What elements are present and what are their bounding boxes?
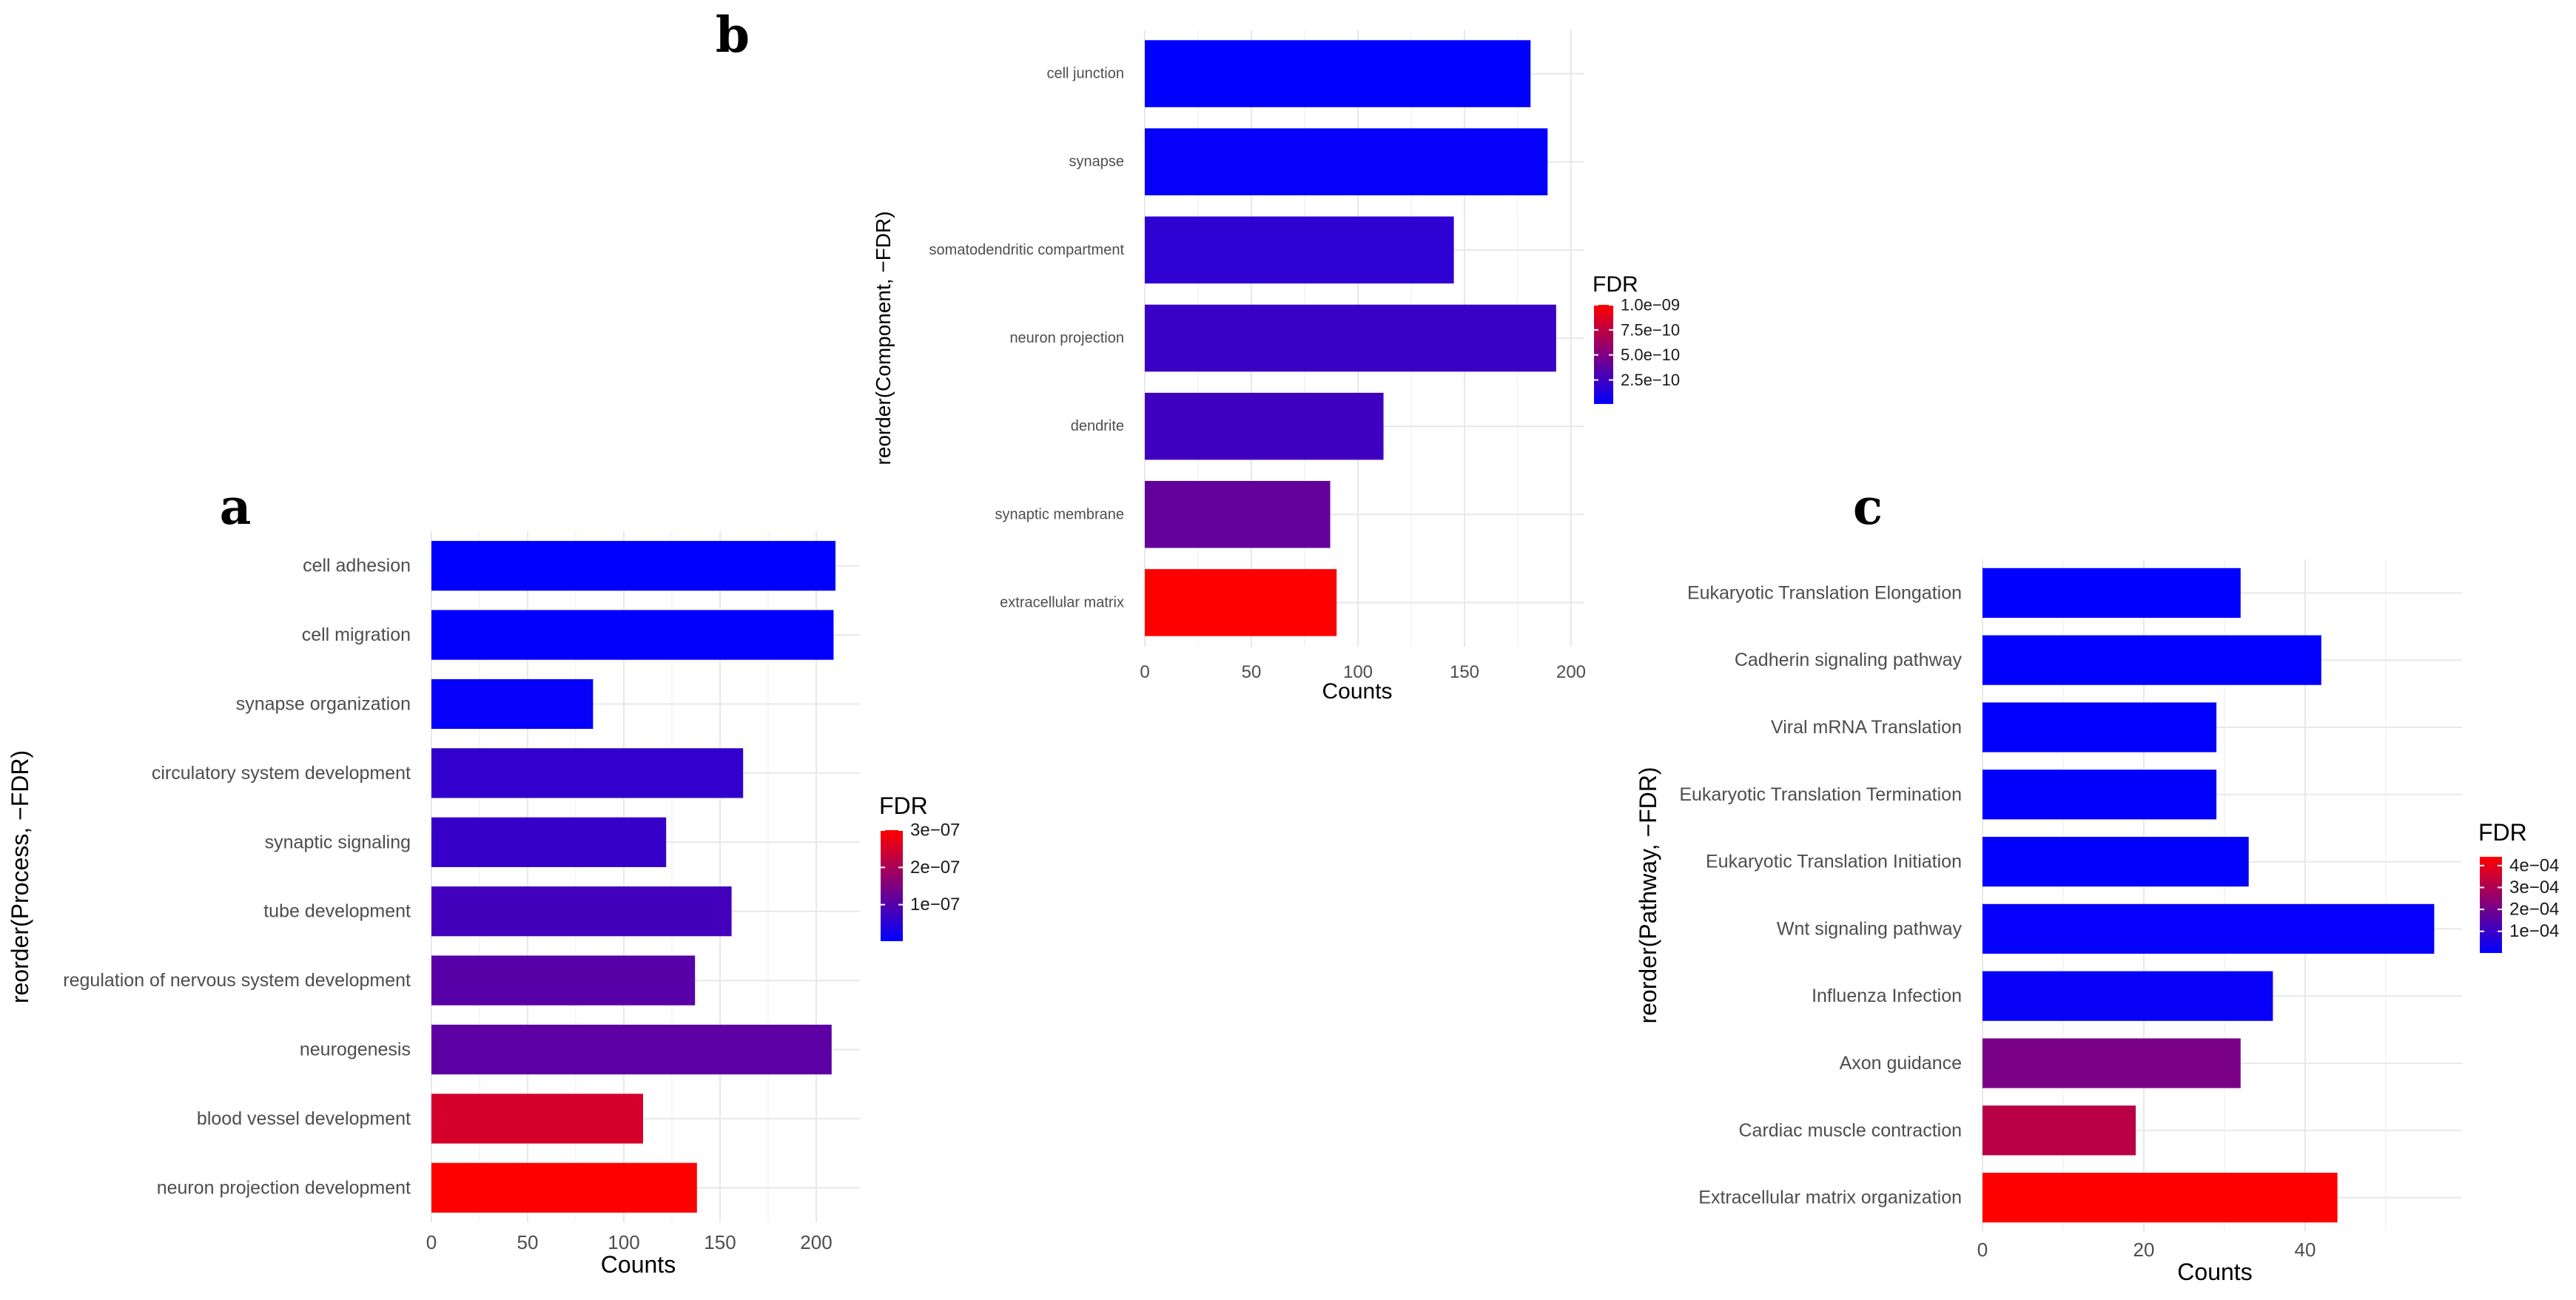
legend-tick-label: 2e−07 (910, 858, 960, 878)
x-tick-label: 150 (1450, 662, 1479, 682)
bar (1145, 216, 1454, 284)
category-label: cell junction (1046, 66, 1124, 82)
panel-letter: a (220, 478, 252, 536)
legend-tick-label: 5.0e−10 (1621, 346, 1680, 364)
bar (431, 886, 732, 937)
legend-tick-label: 3e−07 (910, 821, 960, 841)
bar (431, 1162, 697, 1213)
bar (431, 1094, 643, 1144)
bar (1983, 1038, 2241, 1088)
bar (1145, 40, 1531, 107)
legend-tick-label: 2e−04 (2509, 900, 2559, 920)
x-tick-label: 200 (1556, 662, 1586, 682)
x-tick-label: 100 (608, 1231, 639, 1253)
category-label: synaptic membrane (995, 506, 1124, 522)
category-label: somatodendritic compartment (929, 242, 1125, 258)
category-label: extracellular matrix (1000, 594, 1124, 610)
bar (1145, 304, 1556, 372)
bar (1983, 769, 2217, 820)
x-axis-title: Counts (1322, 679, 1392, 704)
bar (1983, 568, 2241, 618)
legend-title: FDR (2478, 819, 2527, 846)
bar (1983, 702, 2217, 752)
bar (1145, 392, 1384, 460)
category-label: Influenza Infection (1812, 986, 1962, 1006)
category-label: tube development (263, 901, 411, 922)
legend-title: FDR (1593, 272, 1638, 297)
x-tick-label: 200 (800, 1231, 832, 1253)
category-label: synaptic signaling (265, 832, 411, 852)
bar (1145, 569, 1337, 636)
category-label: Eukaryotic Translation Initiation (1706, 852, 1962, 872)
category-label: regulation of nervous system development (63, 970, 411, 991)
bar (431, 1024, 832, 1075)
legend-title: FDR (879, 792, 928, 819)
category-label: circulatory system development (152, 763, 411, 784)
category-label: Cardiac muscle contraction (1738, 1120, 1962, 1141)
bar (431, 678, 593, 730)
category-label: neuron projection (1009, 330, 1124, 346)
panel-a: a cell adhesion cell migration synapse orga… (7, 478, 960, 1278)
category-label: blood vessel development (197, 1108, 411, 1129)
bar (431, 817, 667, 867)
bar (1145, 481, 1331, 548)
category-label: Eukaryotic Translation Termination (1679, 784, 1962, 805)
legend-tick-label: 2.5e−10 (1621, 371, 1680, 389)
legend-tick-label: 1e−07 (910, 895, 960, 915)
panel-letter: b (716, 6, 750, 64)
legend-tick-label: 1.0e−09 (1621, 296, 1680, 314)
bar (431, 610, 834, 660)
category-label: Wnt signaling pathway (1777, 918, 1963, 939)
bar (431, 748, 744, 798)
bar (1145, 128, 1548, 195)
panel-letter: c (1853, 478, 1883, 536)
x-tick-label: 150 (704, 1231, 736, 1253)
category-label: cell migration (302, 624, 411, 645)
x-tick-label: 0 (1140, 662, 1149, 682)
category-label: neuron projection development (157, 1177, 411, 1198)
panel-c: c Eukaryotic Translation Elongation Cadher… (1635, 478, 2559, 1285)
y-axis-title: reorder(Component, −FDR) (872, 211, 895, 465)
legend-tick-label: 4e−04 (2509, 855, 2559, 875)
x-tick-label: 0 (426, 1231, 437, 1253)
x-tick-label: 100 (1343, 662, 1373, 682)
legend-colorbar (881, 830, 903, 941)
category-label: Viral mRNA Translation (1771, 717, 1962, 738)
x-axis-title: Counts (601, 1251, 676, 1278)
category-label: Extracellular matrix organization (1698, 1188, 1962, 1208)
x-tick-label: 50 (1242, 662, 1262, 682)
bar (431, 541, 835, 591)
bar (1983, 1173, 2338, 1223)
category-label: Eukaryotic Translation Elongation (1687, 582, 1962, 603)
legend-tick-label: 1e−04 (2509, 921, 2559, 941)
legend-tick-label: 3e−04 (2509, 878, 2559, 897)
bar (1983, 971, 2273, 1021)
category-label: Cadherin signaling pathway (1735, 650, 1963, 670)
y-axis-title: reorder(Pathway, −FDR) (1635, 767, 1661, 1023)
category-label: dendrite (1071, 418, 1124, 434)
bar (1983, 903, 2435, 954)
panel-b: b cell junction synapse somatodendritic com… (716, 6, 1680, 704)
bar (431, 955, 696, 1006)
category-label: synapse organization (236, 694, 411, 715)
bar (1983, 635, 2321, 685)
bar (1983, 1105, 2136, 1156)
x-tick-label: 40 (2295, 1239, 2316, 1261)
y-axis-title: reorder(Process, −FDR) (7, 750, 33, 1003)
category-label: synapse (1069, 154, 1125, 170)
bar (1983, 837, 2249, 887)
x-tick-label: 0 (1977, 1239, 1988, 1261)
x-tick-label: 50 (517, 1231, 539, 1253)
legend-colorbar (2480, 857, 2502, 953)
legend-tick-label: 7.5e−10 (1621, 320, 1680, 339)
x-axis-title: Counts (2177, 1259, 2252, 1285)
category-label: neurogenesis (300, 1040, 411, 1060)
category-label: cell adhesion (303, 556, 411, 576)
x-tick-label: 20 (2133, 1239, 2155, 1261)
category-label: Axon guidance (1840, 1053, 1962, 1074)
